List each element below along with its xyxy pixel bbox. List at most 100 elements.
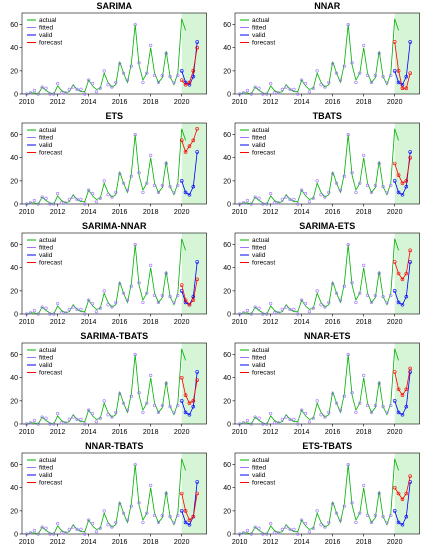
fitted-point [121, 181, 126, 185]
valid-point [392, 509, 396, 513]
plot-frame [21, 122, 207, 205]
fitted-point [295, 202, 299, 206]
y-tick-label: 40 [223, 265, 231, 272]
y-tick-label: 20 [10, 178, 18, 185]
legend-label-actual: actual [252, 347, 270, 354]
fitted-point [172, 300, 176, 305]
fitted-point [106, 523, 110, 527]
fitted-point [168, 75, 172, 79]
fitted-point [264, 92, 268, 96]
fitted-point [264, 312, 268, 316]
fitted-point [334, 291, 338, 295]
legend-label-valid: valid [39, 32, 53, 39]
actual-series-line [239, 458, 399, 535]
fitted-point [342, 174, 346, 178]
fitted-point [156, 300, 161, 305]
fitted-point [133, 352, 137, 357]
forecast-point [187, 144, 192, 148]
y-tick-label: 20 [10, 398, 18, 405]
plot-frame [234, 452, 420, 535]
forecast-point [183, 150, 188, 154]
x-tick-label: 2014 [293, 539, 309, 546]
y-tick-label: 0 [227, 92, 231, 99]
fitted-point [83, 312, 87, 316]
fitted-point [71, 195, 75, 199]
y-tick-label: 0 [14, 532, 18, 539]
x-tick-label: 2016 [324, 539, 340, 546]
y-tick-label: 20 [223, 288, 231, 295]
fitted-point [237, 202, 241, 206]
fitted-point [291, 87, 296, 91]
x-tick-label: 2014 [293, 429, 309, 436]
fitted-point [295, 422, 299, 426]
fitted-point [338, 408, 342, 412]
x-tick-label: 2016 [112, 99, 128, 106]
fitted-point [380, 75, 385, 79]
fitted-point [67, 197, 71, 201]
fitted-point [330, 502, 334, 506]
fitted-point [299, 78, 303, 82]
fitted-point [318, 193, 323, 197]
legend-label-fitted: fitted [39, 465, 53, 472]
fitted-point [268, 301, 272, 306]
fitted-point [129, 284, 133, 288]
valid-point [404, 514, 408, 519]
legend-label-forecast: forecast [39, 260, 62, 267]
fitted-point [353, 190, 358, 195]
fitted-point [357, 291, 361, 295]
fitted-point [44, 306, 48, 310]
y-tick-label: 0 [14, 202, 18, 209]
fitted-point [133, 22, 137, 27]
x-tick-label: 2014 [293, 209, 309, 216]
fitted-point [28, 531, 33, 535]
x-tick-label: 2016 [112, 429, 128, 436]
fitted-point [260, 202, 265, 206]
fitted-point [94, 90, 99, 94]
fitted-point [311, 86, 315, 90]
fitted-point [369, 410, 373, 415]
fitted-point [377, 491, 381, 496]
forecast-point [396, 69, 400, 73]
panel-title: SARIMA [97, 1, 133, 11]
fitted-point [94, 530, 99, 534]
fitted-point [129, 174, 133, 178]
fitted-point [373, 183, 377, 188]
forecast-series-line [181, 279, 198, 306]
valid-point [179, 509, 184, 513]
legend-label-fitted: fitted [252, 355, 266, 362]
forecast-point [392, 260, 396, 264]
fitted-point [299, 408, 303, 412]
fitted-point [311, 416, 315, 420]
fitted-point [32, 308, 37, 313]
fitted-point [98, 416, 102, 420]
fitted-point [365, 513, 369, 518]
fitted-point [253, 195, 257, 199]
legend-label-fitted: fitted [39, 245, 53, 252]
panel-sarima-tbats: SARIMA-TBATS 2010 2012 2014 2016 2018 2020 0 20 4… [10, 331, 207, 436]
valid-point [407, 260, 412, 264]
fitted-point [52, 312, 56, 316]
fitted-point [141, 520, 145, 525]
fitted-point [326, 190, 330, 195]
x-tick-label: 2018 [355, 209, 371, 216]
y-tick-label: 60 [223, 352, 231, 359]
fitted-point [287, 197, 292, 201]
fitted-point [114, 520, 118, 525]
fitted-point [75, 197, 79, 201]
fitted-point [373, 513, 377, 518]
fitted-point [260, 532, 265, 536]
fitted-point [365, 293, 369, 298]
panel-sarima-ets: SARIMA-ETS 2010 2012 2014 2016 2018 2020 0 20 40 6… [223, 221, 420, 326]
fitted-point [52, 532, 56, 536]
fitted-point [63, 531, 68, 535]
fitted-point [237, 532, 241, 536]
fitted-point [307, 420, 311, 424]
forecast-point [396, 387, 400, 392]
fitted-point [307, 200, 311, 204]
forecast-point [400, 277, 404, 282]
forecast-point [187, 518, 192, 522]
fitted-point [79, 307, 83, 311]
